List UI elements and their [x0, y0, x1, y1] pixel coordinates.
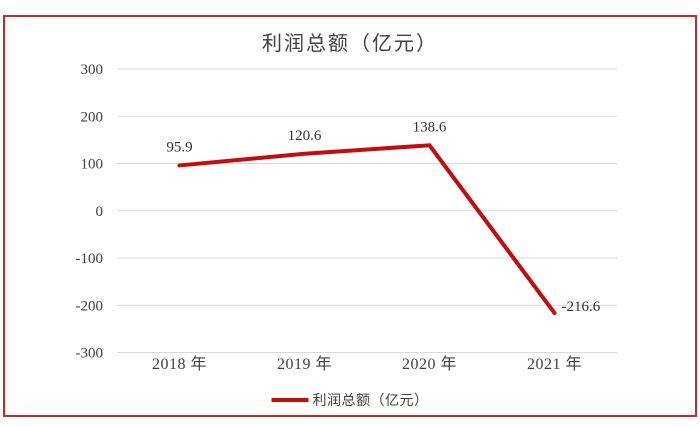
data-point-label: 95.9 [166, 139, 192, 155]
x-axis-label: 2020 年 [402, 355, 457, 373]
legend-label: 利润总额（亿元） [312, 394, 429, 409]
y-tick-label: -300 [76, 346, 104, 362]
data-point-label: -216.6 [562, 299, 601, 315]
data-point-label: 138.6 [413, 119, 447, 135]
y-tick-label: 0 [96, 204, 104, 220]
data-point-label: 120.6 [288, 128, 322, 144]
x-axis-label: 2018 年 [152, 355, 207, 373]
x-axis-label: 2019 年 [277, 355, 332, 373]
data-line [177, 143, 557, 316]
chart-border-frame [3, 15, 697, 417]
y-tick-label: -200 [76, 298, 104, 314]
y-tick-label: 200 [81, 109, 104, 125]
x-axis-label: 2021 年 [527, 355, 582, 373]
legend-line-marker [271, 398, 309, 402]
y-tick-label: 100 [81, 157, 104, 173]
legend: 利润总额（亿元） [271, 390, 429, 410]
y-tick-label: -100 [76, 251, 104, 267]
chart-title: 利润总额（亿元） [262, 33, 438, 55]
y-tick-label: 300 [81, 62, 104, 78]
